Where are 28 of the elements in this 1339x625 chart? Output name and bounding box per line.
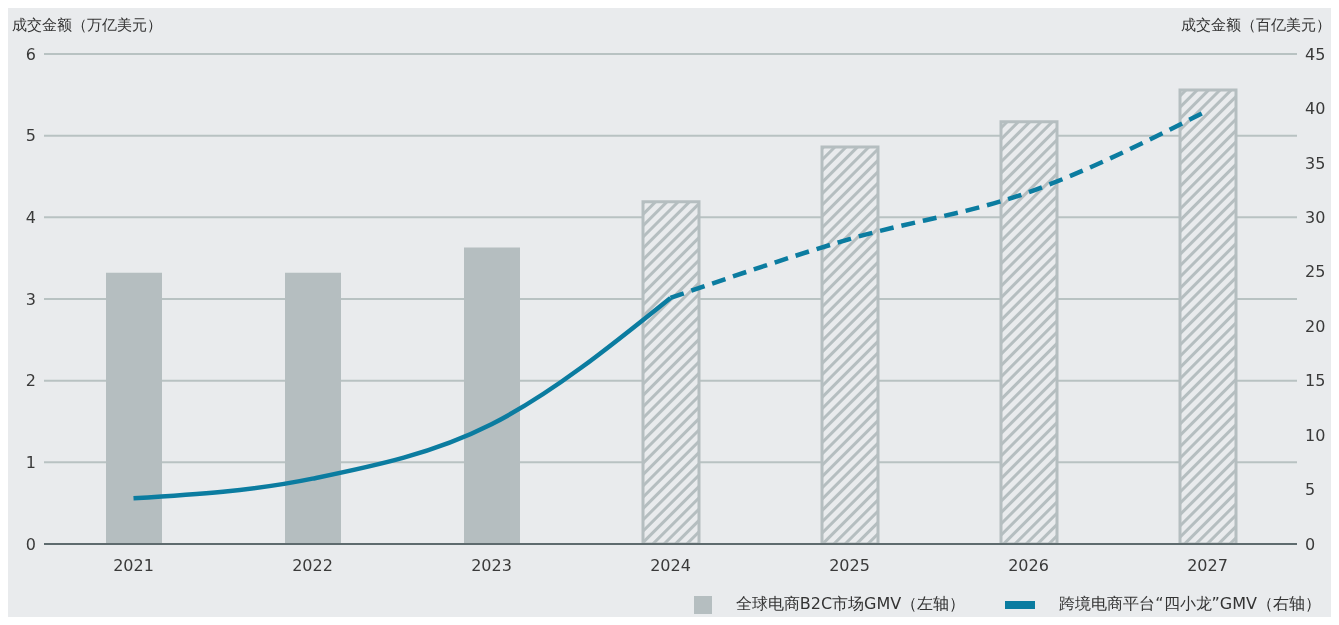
y2-tick-label: 25 bbox=[1305, 262, 1326, 282]
y2-tick-label: 30 bbox=[1305, 208, 1326, 228]
y2-tick-label: 5 bbox=[1305, 480, 1316, 500]
y2-axis-title: 成交金额（百亿美元） bbox=[1181, 16, 1331, 35]
y2-tick-label: 10 bbox=[1305, 425, 1326, 445]
y2-tick-label: 0 bbox=[1305, 534, 1316, 554]
x-tick-label: 2026 bbox=[1008, 556, 1049, 576]
x-tick-label: 2022 bbox=[292, 556, 333, 576]
y2-tick-label: 15 bbox=[1305, 371, 1326, 391]
y-tick-label: 6 bbox=[25, 44, 36, 64]
y-axis-title: 成交金额（万亿美元） bbox=[12, 16, 162, 35]
legend-label: 全球电商B2C市场GMV（左轴） bbox=[735, 594, 966, 615]
y-tick-label: 2 bbox=[25, 371, 36, 391]
legend-label: 跨境电商平台“四小龙”GMV（右轴） bbox=[1059, 594, 1321, 615]
y-tick-label: 5 bbox=[25, 126, 36, 146]
y2-tick-label: 35 bbox=[1305, 153, 1326, 173]
y2-tick-label: 45 bbox=[1305, 44, 1326, 64]
y-tick-label: 1 bbox=[25, 453, 36, 473]
x-tick-label: 2023 bbox=[471, 556, 512, 576]
x-tick-label: 2027 bbox=[1187, 556, 1228, 576]
y-tick-label: 4 bbox=[25, 208, 36, 228]
x-tick-label: 2021 bbox=[113, 556, 154, 576]
x-tick-label: 2025 bbox=[829, 556, 870, 576]
y2-tick-label: 20 bbox=[1305, 316, 1326, 336]
y-tick-label: 3 bbox=[25, 289, 36, 309]
y-tick-label: 0 bbox=[25, 534, 36, 554]
x-tick-label: 2024 bbox=[650, 556, 691, 576]
y2-tick-label: 40 bbox=[1305, 99, 1326, 119]
